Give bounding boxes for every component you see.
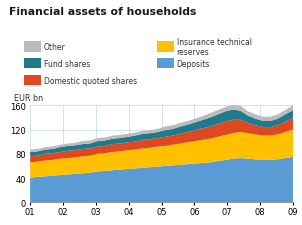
- Text: Insurance technical
reserves: Insurance technical reserves: [177, 38, 252, 57]
- Text: Financial assets of households: Financial assets of households: [9, 7, 196, 17]
- Text: Fund shares: Fund shares: [44, 60, 90, 69]
- Text: EUR bn: EUR bn: [14, 94, 43, 103]
- Text: Deposits: Deposits: [177, 60, 210, 69]
- Text: Other: Other: [44, 43, 66, 52]
- Text: Domestic quoted shares: Domestic quoted shares: [44, 76, 137, 86]
